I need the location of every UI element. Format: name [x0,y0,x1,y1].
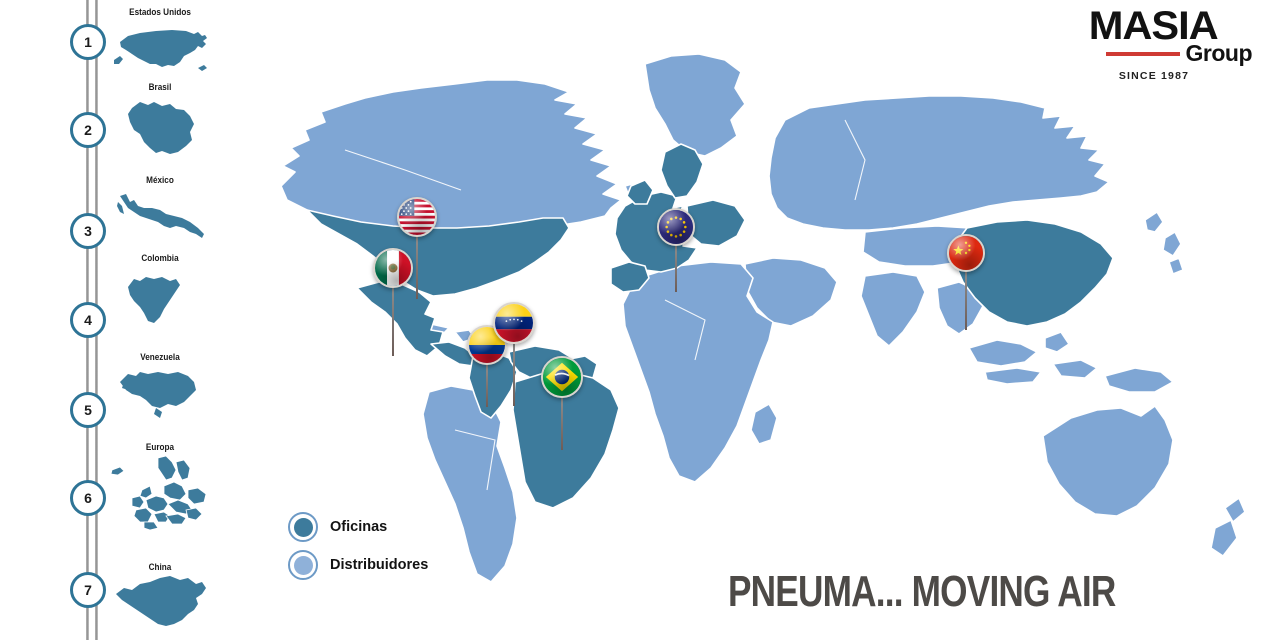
legend-swatch-distribuidores [288,550,318,580]
timeline-node-number-5: 5 [84,402,92,418]
colombia-shape [114,265,200,331]
pin-mexico[interactable] [373,248,413,356]
timeline-node-4[interactable]: 4 [70,302,106,338]
legend-swatch-oficinas [288,512,318,542]
timeline-node-7[interactable]: 7 [70,572,106,608]
timeline-node-number-2: 2 [84,122,92,138]
japan-land [1144,211,1184,275]
legend-item-oficinas[interactable]: Oficinas [288,508,428,546]
pin-venezuela[interactable] [493,302,535,406]
timeline-node-number-4: 4 [84,312,92,328]
papua-land [1104,367,1174,393]
logo-brand-name: MASIA [1088,4,1219,48]
timeline-node-number-7: 7 [84,582,92,598]
legend-label-distribuidores: Distribuidores [330,557,429,573]
mx-flag-icon [375,250,411,286]
canada-alaska-land [280,79,622,237]
india-land [860,271,926,347]
timeline-node-6[interactable]: 6 [70,480,106,516]
mexico-shape [112,188,212,250]
middle-east-land [744,257,838,327]
russia-land [768,95,1110,231]
ve-flag-icon [495,304,533,342]
timeline-node-5[interactable]: 5 [70,392,106,428]
britain-highlight [626,179,654,205]
timeline-node-3[interactable]: 3 [70,213,106,249]
br-flag-icon [543,358,581,396]
timeline-label-4: Colombia [141,253,179,264]
timeline-node-1[interactable]: 1 [70,24,106,60]
australia-land [1042,405,1174,517]
pin-china[interactable] [947,234,985,330]
us-flag-icon [399,199,435,235]
pin-estados-unidos[interactable] [397,197,437,299]
logo-since-text: SINCE 1987 [1118,70,1190,82]
timeline-label-3: México [146,175,174,186]
timeline-label-1: Estados Unidos [129,7,191,18]
madagascar-land [750,403,778,445]
timeline-node-number-1: 1 [84,34,92,50]
masia-group-logo: MASIA Group SINCE 1987 [1062,6,1253,82]
cn-flag-icon [949,236,983,270]
timeline-node-number-6: 6 [84,490,92,506]
iberia-highlight [610,261,650,293]
timeline-node-2[interactable]: 2 [70,112,106,148]
logo-red-bar [1105,51,1180,56]
indonesia-land [968,331,1098,385]
greenland-land [644,53,746,157]
brazil-shape [118,94,204,160]
timeline-label-6: Europa [145,442,175,453]
timeline-label-7: China [148,562,172,573]
china-shape [108,570,214,636]
legend-item-distribuidores[interactable]: Distribuidores [288,546,428,584]
timeline-node-number-3: 3 [84,223,92,239]
eu-flag-icon [659,210,693,244]
country-timeline: Estados Unidos 1 Brasil 2 México 3 [0,0,220,640]
tagline: PNEUMA... MOVING AIR [728,567,1116,616]
scandinavia-highlight [660,143,704,199]
venezuela-shape [110,364,210,426]
eastern-europe-highlight [686,199,746,247]
africa-land [622,261,774,483]
europe-shape [102,450,214,536]
timeline-label-5: Venezuela [140,352,180,363]
legend-label-oficinas: Oficinas [330,519,388,535]
world-map [225,0,1280,640]
new-zealand-land [1210,497,1246,557]
map-legend: Oficinas Distribuidores [288,508,428,584]
pin-europa[interactable] [657,208,695,292]
timeline-label-2: Brasil [148,82,172,93]
pin-brasil[interactable] [541,356,583,450]
united-states-shape [110,20,214,88]
logo-brand-sub: Group [1185,40,1253,66]
map-internal-borders [344,119,866,491]
brazil-highlight [512,371,620,509]
south-america-light [422,385,518,583]
